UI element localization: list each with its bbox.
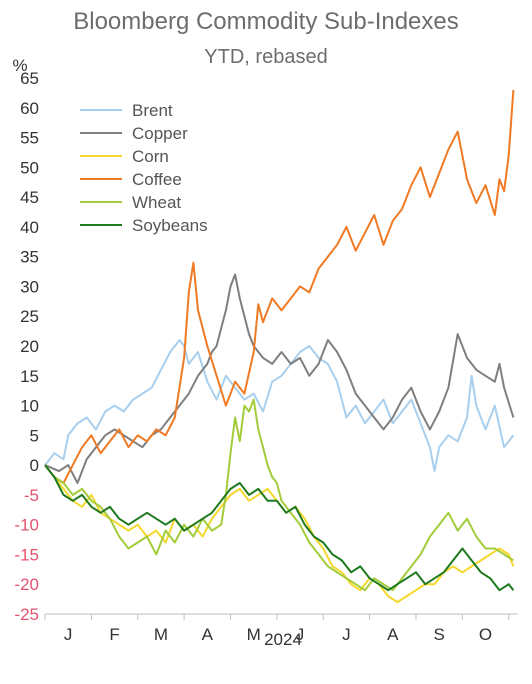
legend-label-wheat: Wheat — [132, 193, 181, 212]
x-tick-label: O — [479, 625, 492, 644]
x-tick-label: J — [296, 625, 305, 644]
series-line-corn — [44, 464, 515, 604]
legend-label-coffee: Coffee — [132, 170, 182, 189]
y-tick-label: 5 — [30, 426, 39, 445]
legend-label-corn: Corn — [132, 147, 169, 166]
series-line-brent — [44, 339, 515, 473]
chart-subtitle: YTD, rebased — [204, 46, 327, 68]
y-tick-label: 65 — [20, 69, 39, 88]
y-tick-label: 20 — [20, 337, 39, 356]
series-line-wheat — [44, 398, 514, 592]
y-tick-label: 0 — [30, 456, 39, 475]
x-tick-label: A — [387, 625, 399, 644]
x-tick-label: F — [109, 625, 119, 644]
legend-label-soybeans: Soybeans — [132, 216, 208, 235]
x-axis-year-label: 2024 — [264, 630, 302, 649]
series-lines — [44, 89, 515, 604]
y-tick-label: -5 — [24, 486, 39, 505]
series-line-soybeans — [44, 464, 515, 592]
x-tick-label: J — [64, 625, 73, 644]
x-tick-label: A — [202, 625, 214, 644]
y-tick-label: 10 — [20, 397, 39, 416]
y-tick-label: -15 — [14, 545, 39, 564]
y-tick-label: -10 — [14, 516, 39, 535]
legend-label-copper: Copper — [132, 124, 188, 143]
y-tick-label: 35 — [20, 248, 39, 267]
chart-title: Bloomberg Commodity Sub-Indexes — [73, 8, 459, 35]
x-tick-label: S — [433, 625, 444, 644]
y-tick-label: -25 — [14, 605, 39, 624]
legend-label-brent: Brent — [132, 101, 173, 120]
y-tick-label: 45 — [20, 188, 39, 207]
x-tick-label: J — [342, 625, 351, 644]
legend: Brent Copper Corn Coffee Wheat Soybeans — [80, 101, 208, 235]
y-tick-label: 30 — [20, 277, 39, 296]
y-tick-label: 40 — [20, 218, 39, 237]
y-tick-label: 55 — [20, 129, 39, 148]
y-tick-label: -20 — [14, 575, 39, 594]
series-line-coffee — [44, 89, 515, 484]
y-tick-label: 60 — [20, 99, 39, 118]
y-tick-label: 50 — [20, 158, 39, 177]
y-tick-label: 25 — [20, 307, 39, 326]
y-axis-unit-label: % — [12, 56, 27, 75]
x-tick-label: M — [247, 625, 261, 644]
x-tick-label: M — [154, 625, 168, 644]
y-tick-label: 15 — [20, 367, 39, 386]
series-line-copper — [44, 273, 515, 484]
